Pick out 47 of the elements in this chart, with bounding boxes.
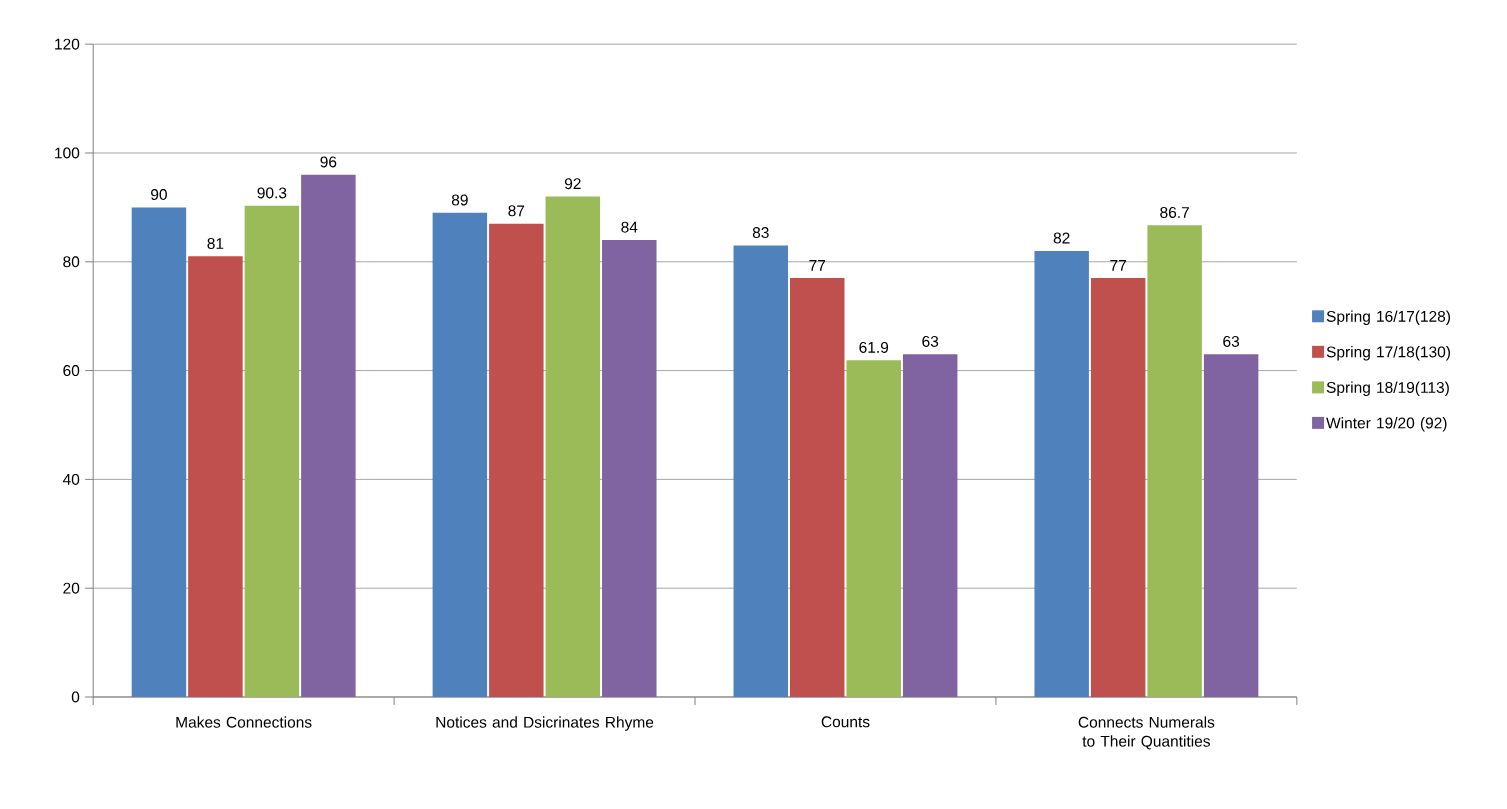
data-label: 84 [621, 221, 638, 233]
legend-label: Spring 18/19(113) [1326, 381, 1449, 396]
legend-label: Winter 19/20 (92) [1326, 417, 1447, 432]
bar [602, 239, 657, 697]
bar [188, 256, 243, 697]
data-label: 77 [1110, 260, 1126, 271]
bar [545, 196, 601, 697]
bar [733, 245, 789, 697]
x-tick-label: Makes Connections [176, 716, 312, 728]
bar [846, 360, 901, 697]
bar [432, 212, 488, 697]
bar [244, 205, 300, 697]
y-tick-label: 20 [63, 582, 80, 594]
bar [489, 223, 544, 697]
bar [790, 278, 845, 697]
data-label: 90 [151, 188, 167, 200]
data-label: 63 [1223, 335, 1240, 347]
x-tick-label: Notices and Dsicrinates Rhyme [436, 716, 654, 731]
bar [131, 207, 187, 697]
legend-label: Spring 17/18(130) [1326, 345, 1450, 361]
bar [902, 354, 958, 697]
bar [1147, 225, 1202, 697]
bar [1090, 278, 1146, 697]
data-label: 61.9 [859, 341, 889, 353]
data-label: 89 [451, 194, 468, 206]
y-tick-label: 0 [71, 691, 80, 703]
data-label: 81 [207, 237, 224, 249]
data-label: 92 [564, 178, 581, 190]
y-tick-label: 100 [55, 147, 80, 159]
data-label: 87 [508, 205, 525, 217]
y-tick-label: 60 [63, 365, 80, 376]
y-tick-label: 80 [63, 256, 80, 268]
bar [301, 174, 356, 697]
bar [1034, 250, 1089, 697]
x-tick-label: Counts [821, 716, 870, 728]
data-label: 96 [320, 156, 337, 168]
data-label: 86.7 [1160, 206, 1189, 218]
data-label: 82 [1053, 232, 1070, 244]
y-tick-label: 40 [62, 473, 80, 485]
y-tick-label: 120 [55, 38, 80, 50]
legend-label: Spring 16/17(128) [1326, 310, 1450, 325]
data-label: 77 [809, 260, 826, 271]
data-label: 83 [752, 227, 769, 239]
data-label: 63 [922, 335, 939, 347]
x-tick-label: Connects Numerals to Their Quantities [1078, 716, 1215, 750]
data-label: 90.3 [257, 187, 287, 199]
bar [1203, 354, 1259, 697]
